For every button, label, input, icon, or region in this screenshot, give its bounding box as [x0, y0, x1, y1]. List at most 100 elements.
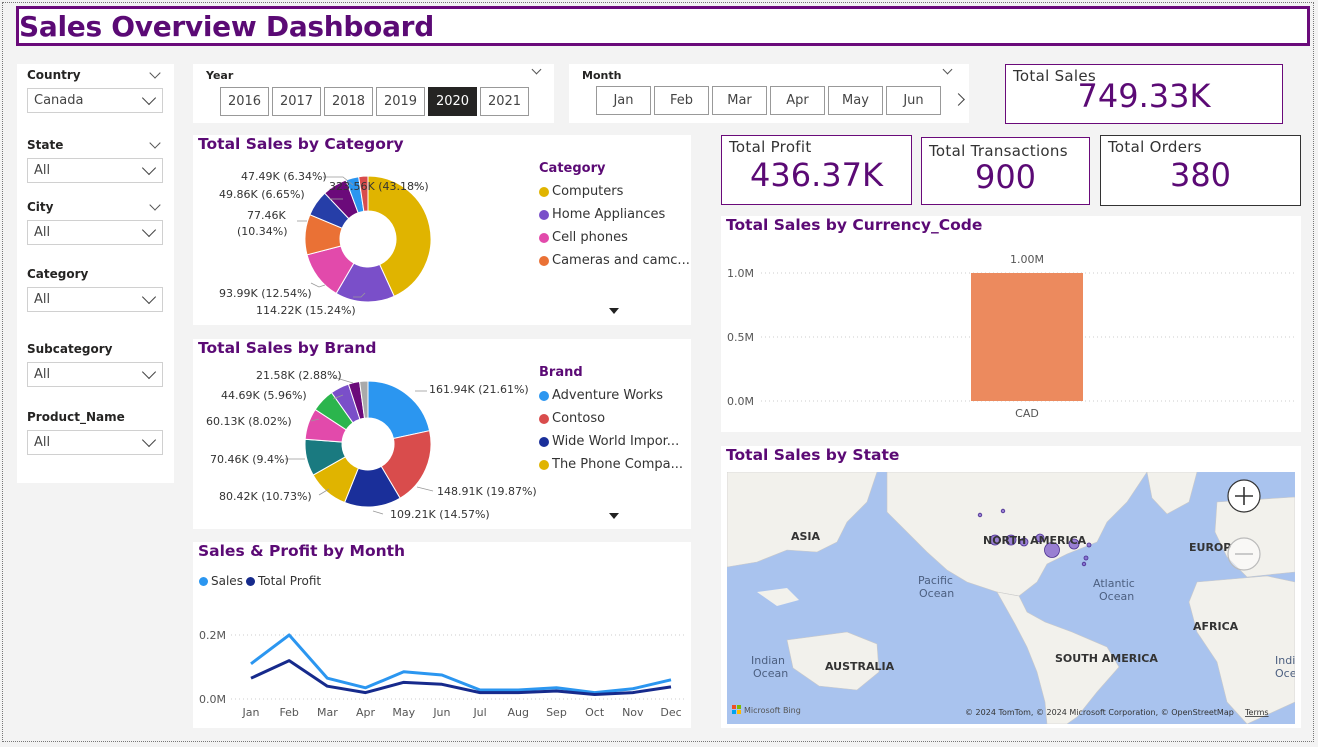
x-tick-jan: Jan: [242, 706, 260, 719]
month-button-jan[interactable]: Jan: [596, 86, 651, 115]
month-button-apr[interactable]: Apr: [770, 86, 825, 115]
map-canvas[interactable]: ASIA NORTH AMERICA EUROP AFRICA SOUTH AM…: [727, 472, 1295, 724]
chevron-down-icon[interactable]: [942, 64, 953, 75]
land-australia: [786, 631, 880, 691]
x-tick-may: May: [392, 706, 415, 719]
chevron-down-icon[interactable]: [149, 199, 161, 211]
legend-text: Home Appliances: [552, 207, 666, 222]
category-label-slice6: 47.49K (6.34%): [241, 170, 327, 183]
microsoft-bing-logo: Microsoft Bing: [732, 705, 801, 715]
category-slice-1[interactable]: [367, 175, 432, 297]
currency-chart-title: Total Sales by Currency_Code: [726, 216, 983, 234]
city-dropdown[interactable]: All: [27, 220, 163, 245]
map-bubbles[interactable]: [977, 508, 1092, 567]
brand-label-adventure-works: 161.94K (21.61%): [429, 383, 529, 396]
legend-item-contoso[interactable]: Contoso: [539, 411, 683, 426]
total-transactions-value: 900: [974, 158, 1037, 196]
year-button-2020[interactable]: 2020: [428, 87, 477, 116]
bing-text: Microsoft Bing: [744, 706, 801, 715]
subcategory-dropdown[interactable]: All: [27, 362, 163, 387]
total-profit-label: Total Profit: [729, 138, 812, 156]
legend-dot: [539, 209, 549, 220]
ocean-label: Ocean: [753, 667, 788, 680]
brand-donut-svg: 161.94K (21.61%) 148.91K (19.87%) 109.21…: [206, 369, 537, 521]
legend-item-cell-phones[interactable]: Cell phones: [539, 230, 690, 245]
city-value: All: [34, 225, 51, 240]
x-tick-oct: Oct: [585, 706, 605, 719]
chevron-down-icon: [141, 432, 157, 448]
map-bubble[interactable]: [1019, 537, 1029, 547]
month-button-may[interactable]: May: [828, 86, 883, 115]
category-slice-8[interactable]: [358, 175, 369, 212]
ocean-label: Indian: [751, 654, 785, 667]
chevron-down-icon[interactable]: [149, 67, 161, 79]
legend-scroll-down-icon[interactable]: [609, 513, 619, 519]
logo-square: [732, 710, 736, 714]
map-credits[interactable]: © 2024 TomTom, © 2024 Microsoft Corporat…: [965, 708, 1234, 717]
map-bubble[interactable]: [989, 534, 1001, 546]
year-slicer: Year 2016 2017 2018 2019 2020 2021: [193, 64, 554, 123]
category-label-computers: 323.56K (43.18%): [329, 180, 429, 193]
chevron-down-icon[interactable]: [149, 137, 161, 149]
legend-item-home-appliances[interactable]: Home Appliances: [539, 207, 690, 222]
legend-item-wide-world[interactable]: Wide World Impor...: [539, 434, 683, 449]
map-bubble[interactable]: [1044, 542, 1060, 558]
year-button-2017[interactable]: 2017: [272, 87, 321, 116]
legend-item-adventure-works[interactable]: Adventure Works: [539, 388, 683, 403]
legend-item-phone-company[interactable]: The Phone Compa...: [539, 457, 683, 472]
month-button-feb[interactable]: Feb: [654, 86, 709, 115]
ocean-label: Atlantic: [1093, 577, 1135, 590]
brand-slice-1[interactable]: [367, 380, 431, 440]
year-button-2018[interactable]: 2018: [324, 87, 373, 116]
year-label: Year: [206, 69, 234, 82]
year-button-2019[interactable]: 2019: [376, 87, 425, 116]
series-line-sales[interactable]: [250, 633, 672, 695]
legend-item-cameras[interactable]: Cameras and camc...: [539, 253, 690, 268]
product-name-dropdown[interactable]: All: [27, 430, 163, 455]
total-profit-card: Total Profit 436.37K: [721, 135, 912, 205]
map-bubble[interactable]: [1035, 533, 1045, 543]
logo-square: [732, 705, 736, 709]
month-button-jun[interactable]: Jun: [886, 86, 941, 115]
country-slicer: Country Canada: [27, 67, 163, 113]
map-bubble[interactable]: [1081, 561, 1087, 567]
brand-slice-10[interactable]: [359, 380, 369, 419]
zoom-in-button[interactable]: [1227, 479, 1261, 513]
legend-text: Wide World Impor...: [552, 434, 680, 449]
chevron-down-icon: [141, 160, 157, 176]
state-dropdown[interactable]: All: [27, 158, 163, 183]
legend-scroll-down-icon[interactable]: [609, 308, 619, 314]
total-profit-value: 436.37K: [750, 156, 883, 194]
category-label: Category: [27, 267, 89, 281]
map-bubble[interactable]: [1068, 538, 1080, 550]
map-bubble[interactable]: [1083, 555, 1089, 561]
map-bubble[interactable]: [1005, 534, 1017, 546]
legend-item-computers[interactable]: Computers: [539, 184, 690, 199]
y-tick-0.0m: 0.0M: [727, 395, 754, 408]
chevron-down-icon[interactable]: [531, 64, 542, 75]
map-bubble[interactable]: [977, 512, 983, 518]
map-bubble[interactable]: [1000, 508, 1006, 514]
total-orders-label: Total Orders: [1108, 138, 1202, 156]
line-legend: Sales Total Profit: [199, 574, 321, 588]
map-bubble[interactable]: [1086, 542, 1092, 548]
map-label-south-america: SOUTH AMERICA: [1055, 652, 1158, 665]
bar-cad[interactable]: [971, 273, 1083, 401]
brand-chart-title: Total Sales by Brand: [198, 339, 377, 357]
year-button-2016[interactable]: 2016: [220, 87, 269, 116]
month-button-mar[interactable]: Mar: [712, 86, 767, 115]
legend-text: Cameras and camc...: [552, 253, 690, 268]
line-chart-svg: 0.2M 0.0M Jan Feb Mar Apr May Jun Jul Aug Sep Oct…: [199, 629, 687, 719]
land-asia: [727, 472, 878, 568]
series-line-total-profit[interactable]: [250, 659, 672, 697]
land-greenland: [1146, 472, 1198, 515]
line-chart-title: Sales & Profit by Month: [198, 542, 406, 560]
chevron-right-icon[interactable]: [952, 93, 965, 106]
x-tick-jul: Jul: [472, 706, 486, 719]
map-terms-link[interactable]: Terms: [1244, 708, 1269, 717]
zoom-out-button[interactable]: [1227, 537, 1261, 571]
year-button-2021[interactable]: 2021: [480, 87, 529, 116]
x-tick-sep: Sep: [546, 706, 567, 719]
country-dropdown[interactable]: Canada: [27, 88, 163, 113]
category-dropdown[interactable]: All: [27, 287, 163, 312]
